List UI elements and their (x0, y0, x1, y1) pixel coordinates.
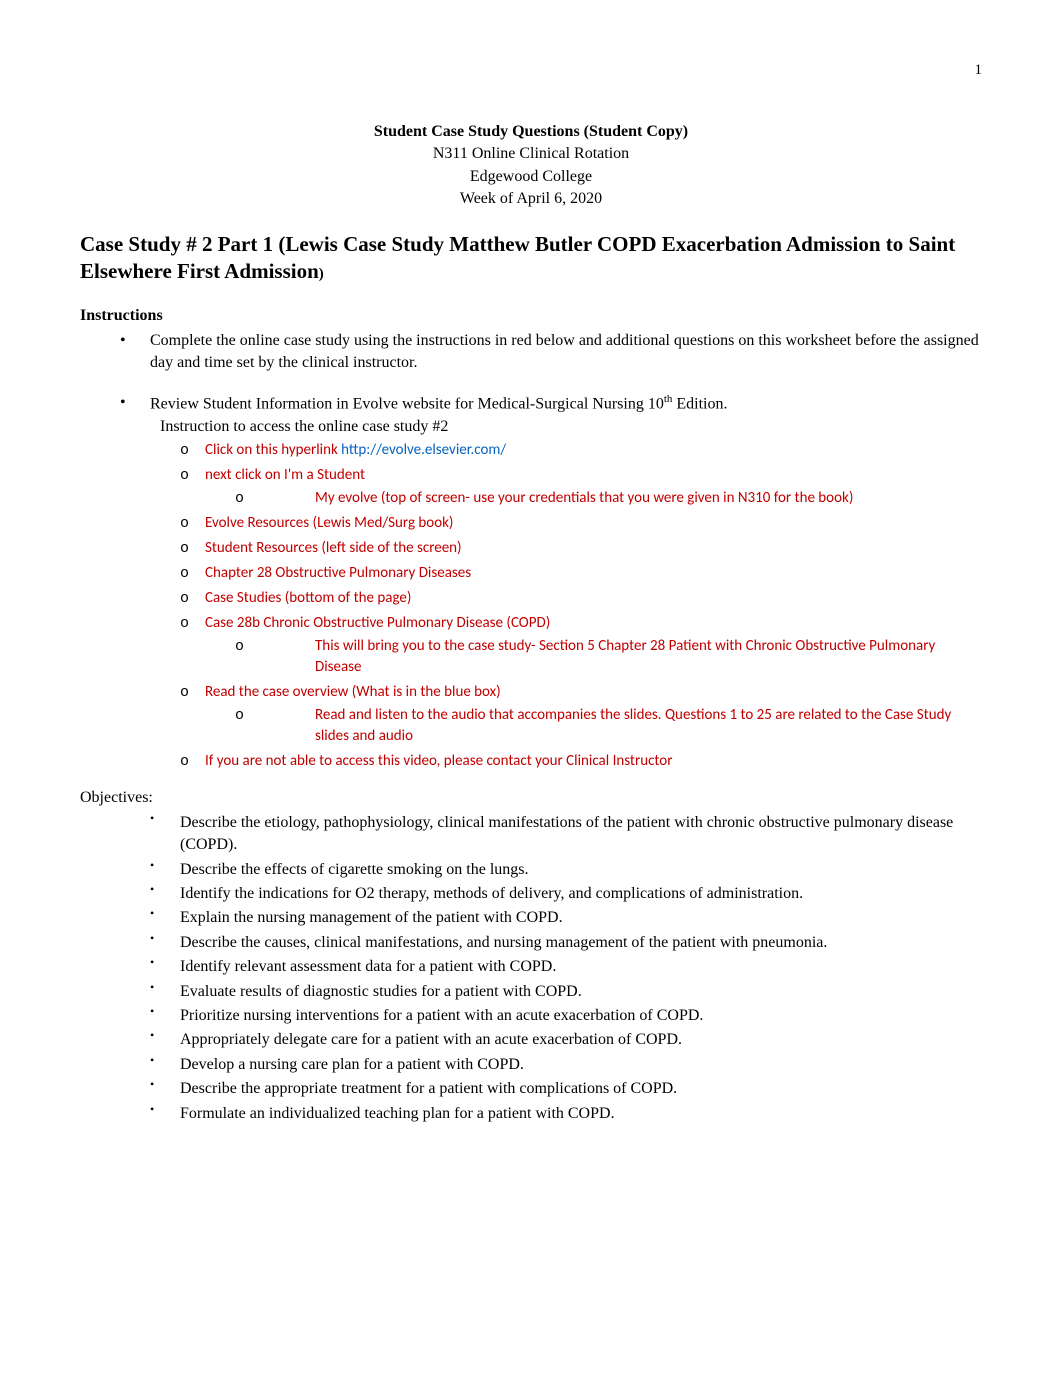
instruction-1-text: Complete the online case study using the… (150, 332, 979, 371)
sub-instruction-list: Click on this hyperlink http://evolve.el… (150, 440, 982, 772)
header-line-1: N311 Online Clinical Rotation (80, 143, 982, 165)
objective-10: Develop a nursing care plan for a patien… (150, 1054, 982, 1076)
sub-sub-item-2-text: My evolve (top of screen- use your crede… (315, 489, 853, 507)
sub-sub-item-7-text: This will bring you to the case study- S… (315, 637, 935, 676)
instruction-2-suffix: Edition. (672, 396, 727, 413)
instructions-list: Complete the online case study using the… (80, 330, 982, 375)
objectives-heading: Objectives: (80, 787, 982, 809)
instruction-bullet-1: Complete the online case study using the… (120, 330, 982, 375)
case-title-closing: ) (319, 266, 324, 282)
hyperlink[interactable]: http://evolve.elsevier.com/ (341, 441, 506, 459)
header-line-3: Week of April 6, 2020 (80, 188, 982, 210)
sub-sub-list-2: My evolve (top of screen- use your crede… (205, 488, 982, 509)
sub-item-9: If you are not able to access this video… (180, 751, 982, 772)
sub-item-2: next click on I'm a Student My evolve (t… (180, 465, 982, 509)
sub-item-5-text: Chapter 28 Obstructive Pulmonary Disease… (205, 564, 471, 582)
sub-sub-item-7: This will bring you to the case study- S… (235, 636, 982, 678)
sub-item-4: Student Resources (left side of the scre… (180, 538, 982, 559)
objective-4: Explain the nursing management of the pa… (150, 907, 982, 929)
sub-sub-item-2: My evolve (top of screen- use your crede… (235, 488, 982, 509)
instruction-bullet-2: Review Student Information in Evolve web… (120, 392, 982, 772)
objective-7: Evaluate results of diagnostic studies f… (150, 981, 982, 1003)
sub-item-6: Case Studies (bottom of the page) (180, 588, 982, 609)
document-header: Student Case Study Questions (Student Co… (80, 121, 982, 211)
objective-6: Identify relevant assessment data for a … (150, 956, 982, 978)
case-title-main: Case Study # 2 Part 1 (Lewis Case Study … (80, 232, 955, 283)
sub-item-2-text: next click on I'm a Student (205, 466, 365, 484)
sub-sub-list-7: This will bring you to the case study- S… (205, 636, 982, 678)
sub-sub-item-8-text: Read and listen to the audio that accomp… (315, 706, 951, 745)
sub-item-9-text: If you are not able to access this video… (205, 752, 672, 770)
objective-9: Appropriately delegate care for a patien… (150, 1029, 982, 1051)
sub-item-6-text: Case Studies (bottom of the page) (205, 589, 411, 607)
objective-8: Prioritize nursing interventions for a p… (150, 1005, 982, 1027)
instruction-2-prefix: Review Student Information in Evolve web… (150, 396, 664, 413)
instructions-list-2: Review Student Information in Evolve web… (80, 392, 982, 772)
objective-12: Formulate an individualized teaching pla… (150, 1103, 982, 1125)
objective-1: Describe the etiology, pathophysiology, … (150, 812, 982, 857)
instruction-access-line: Instruction to access the online case st… (150, 416, 982, 438)
sub-item-1: Click on this hyperlink http://evolve.el… (180, 440, 982, 461)
sub-sub-item-8: Read and listen to the audio that accomp… (235, 705, 982, 747)
sub-item-3-text: Evolve Resources (Lewis Med/Surg book) (205, 514, 453, 532)
header-title: Student Case Study Questions (Student Co… (80, 121, 982, 143)
sub-item-1-text: Click on this hyperlink (205, 441, 341, 459)
objectives-list: Describe the etiology, pathophysiology, … (80, 812, 982, 1125)
sub-item-4-text: Student Resources (left side of the scre… (205, 539, 462, 557)
sub-item-7-text: Case 28b Chronic Obstructive Pulmonary D… (205, 614, 550, 632)
sub-item-8-text: Read the case overview (What is in the b… (205, 683, 501, 701)
sub-item-5: Chapter 28 Obstructive Pulmonary Disease… (180, 563, 982, 584)
sub-sub-list-8: Read and listen to the audio that accomp… (205, 705, 982, 747)
sub-item-8: Read the case overview (What is in the b… (180, 682, 982, 747)
objective-11: Describe the appropriate treatment for a… (150, 1078, 982, 1100)
sub-item-7: Case 28b Chronic Obstructive Pulmonary D… (180, 613, 982, 678)
sub-item-3: Evolve Resources (Lewis Med/Surg book) (180, 513, 982, 534)
header-line-2: Edgewood College (80, 166, 982, 188)
case-study-title: Case Study # 2 Part 1 (Lewis Case Study … (80, 231, 982, 286)
objective-3: Identify the indications for O2 therapy,… (150, 883, 982, 905)
objective-2: Describe the effects of cigarette smokin… (150, 859, 982, 881)
page-number: 1 (80, 60, 982, 81)
objective-5: Describe the causes, clinical manifestat… (150, 932, 982, 954)
instructions-heading: Instructions (80, 305, 982, 327)
